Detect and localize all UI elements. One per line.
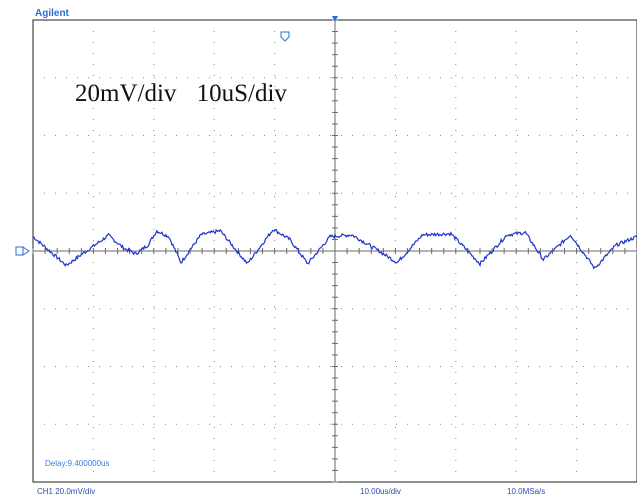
trigger-time-reference-icon — [332, 16, 338, 22]
sample-rate-readout: 10.0MSa/s — [507, 487, 546, 496]
brand-logo: Agilent — [35, 8, 69, 19]
graticule-grid — [32, 19, 637, 483]
channel-scale-readout: CH1 20.0mV/div — [37, 487, 96, 496]
delay-readout: Delay:9.400000us — [45, 459, 110, 468]
screen-markers — [15, 16, 338, 256]
trigger-position-marker-icon — [280, 31, 290, 42]
channel-ground-marker-icon — [22, 246, 30, 256]
trace-layer — [32, 228, 637, 270]
channel-1-trace — [32, 228, 637, 270]
scale-annotation: 20mV/div 10uS/div — [75, 80, 287, 107]
ground-marker-box-icon — [15, 246, 24, 256]
timebase-readout: 10.00us/div — [360, 487, 401, 496]
